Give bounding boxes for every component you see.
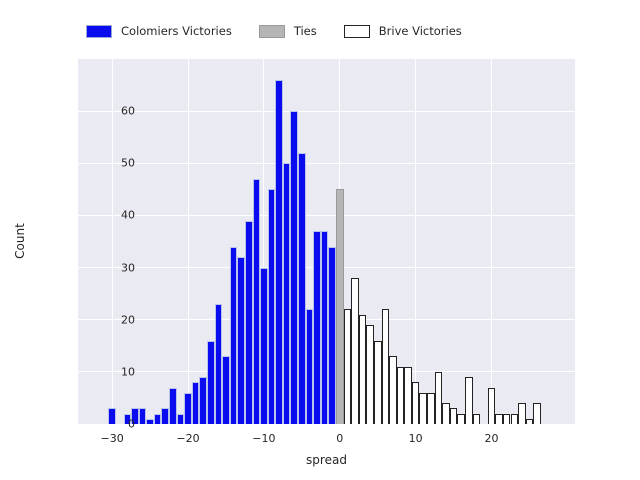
histogram-bar-colomiers — [176, 413, 185, 424]
histogram-bar-colomiers — [206, 340, 215, 424]
histogram-bar-brive — [533, 403, 541, 424]
y-tick-label: 50 — [121, 156, 135, 170]
legend: Colomiers Victories Ties Brive Victories — [86, 24, 462, 38]
histogram-bar-colomiers — [252, 178, 261, 424]
histogram-bar-brive — [373, 340, 382, 424]
x-tick-label: −10 — [252, 432, 276, 445]
gridline-vertical — [111, 59, 113, 424]
histogram-bar-colomiers — [146, 418, 154, 424]
histogram-bar-colomiers — [214, 304, 223, 424]
histogram-bar-brive — [502, 413, 511, 424]
histogram-bar-colomiers — [108, 408, 116, 424]
histogram-bar-brive — [358, 314, 367, 424]
histogram-bar-brive — [427, 392, 435, 424]
histogram-bar-colomiers — [222, 356, 230, 424]
gridline-vertical — [491, 59, 493, 424]
y-axis-label: Count — [13, 223, 27, 259]
histogram-bar-colomiers — [320, 231, 329, 424]
x-axis-label: spread — [306, 453, 347, 467]
legend-label-brive: Brive Victories — [378, 24, 462, 38]
histogram-bar-colomiers — [153, 413, 162, 424]
histogram-bar-brive — [404, 366, 412, 424]
legend-item-brive: Brive Victories — [343, 24, 462, 38]
histogram-bar-brive — [487, 387, 496, 424]
x-tick-label: 0 — [336, 432, 344, 445]
histogram-bar-colomiers — [298, 152, 306, 424]
histogram-bar-brive — [510, 413, 519, 424]
colomiers-swatch-icon — [86, 24, 112, 38]
histogram-bar-brive — [343, 309, 352, 424]
histogram-bar-ties — [335, 189, 344, 424]
histogram-bar-colomiers — [267, 189, 276, 424]
histogram-bar-colomiers — [229, 246, 238, 424]
legend-label-ties: Ties — [293, 24, 317, 38]
histogram-bar-brive — [396, 366, 405, 424]
plot-area — [78, 59, 575, 424]
gridline-vertical — [187, 59, 189, 424]
histogram-bar-colomiers — [191, 382, 200, 424]
gridline-horizontal — [78, 110, 575, 112]
histogram-bar-brive — [351, 278, 359, 424]
brive-swatch-icon — [343, 24, 370, 38]
histogram-bar-brive — [419, 392, 428, 424]
x-tick-label: −20 — [176, 432, 200, 445]
histogram-bar-brive — [434, 371, 443, 424]
histogram-bar-brive — [464, 377, 473, 424]
histogram-bar-brive — [525, 418, 534, 424]
histogram-bar-colomiers — [328, 246, 336, 424]
y-tick-label: 10 — [121, 365, 135, 379]
histogram-bar-colomiers — [169, 387, 177, 424]
gridline-vertical — [263, 59, 265, 424]
y-tick-label: 60 — [121, 104, 135, 118]
y-tick-label: 30 — [121, 261, 135, 275]
histogram-bar-brive — [366, 324, 374, 424]
gridline-vertical — [415, 59, 417, 424]
histogram-bar-colomiers — [199, 377, 207, 424]
x-tick-label: 20 — [484, 432, 499, 445]
histogram-bar-colomiers — [260, 267, 268, 424]
histogram-bar-brive — [472, 413, 481, 424]
histogram-bar-colomiers — [237, 257, 245, 424]
histogram-bar-colomiers — [138, 408, 147, 424]
y-tick-label: 40 — [121, 208, 135, 222]
gridline-horizontal — [78, 214, 575, 216]
legend-label-colomiers: Colomiers Victories — [121, 24, 232, 38]
histogram-bar-colomiers — [313, 231, 321, 424]
histogram-bar-colomiers — [282, 163, 291, 424]
histogram-bar-colomiers — [123, 413, 132, 424]
histogram-bar-brive — [457, 413, 465, 424]
ties-swatch-icon — [258, 24, 285, 38]
legend-item-ties: Ties — [258, 24, 317, 38]
histogram-bar-colomiers — [275, 79, 283, 424]
y-tick-label: 0 — [128, 417, 135, 431]
histogram-bar-brive — [518, 403, 526, 424]
y-tick-label: 20 — [121, 313, 135, 327]
histogram-bar-brive — [411, 382, 420, 424]
histogram-bar-brive — [449, 408, 458, 424]
histogram-bar-brive — [381, 309, 390, 424]
histogram-bar-colomiers — [131, 408, 139, 424]
histogram-bar-colomiers — [161, 408, 170, 424]
legend-item-colomiers: Colomiers Victories — [86, 24, 232, 38]
histogram-bar-colomiers — [244, 220, 253, 424]
histogram-bar-colomiers — [184, 392, 192, 424]
histogram-bar-colomiers — [290, 111, 299, 424]
x-tick-label: −30 — [100, 432, 124, 445]
gridline-horizontal — [78, 162, 575, 164]
histogram-bar-brive — [495, 413, 503, 424]
x-tick-label: 10 — [408, 432, 423, 445]
histogram-bar-brive — [442, 403, 450, 424]
histogram-bar-brive — [389, 356, 397, 424]
histogram-bar-colomiers — [305, 309, 314, 424]
